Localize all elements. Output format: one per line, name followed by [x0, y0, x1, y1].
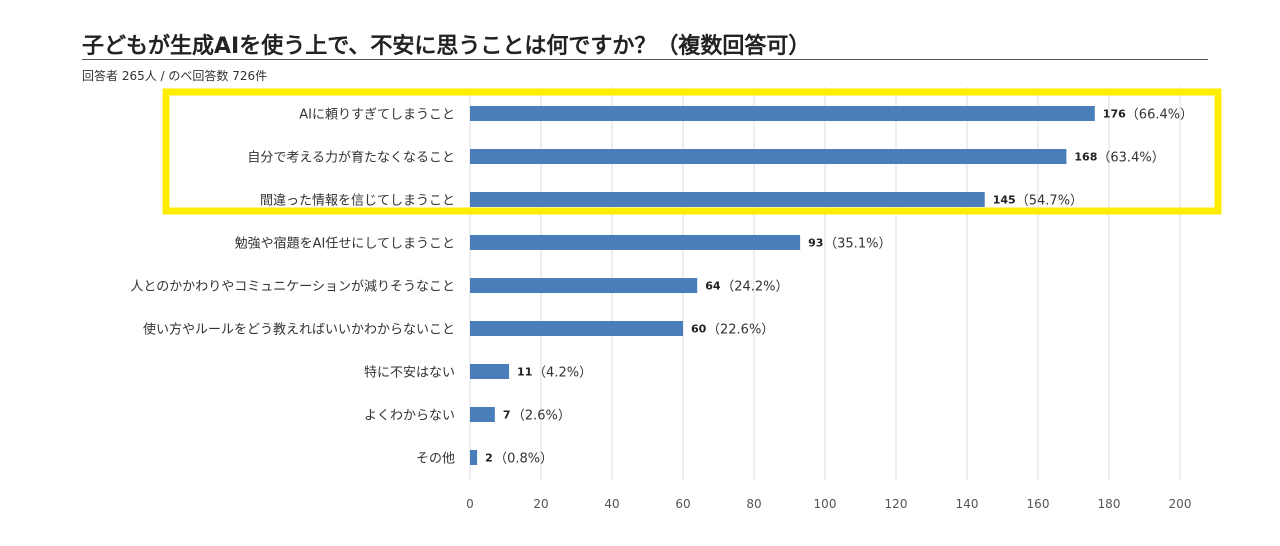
bars [470, 106, 1095, 465]
value-label: 145 [993, 194, 1016, 207]
x-tick-label: 80 [746, 497, 761, 511]
percent-label: （63.4%） [1097, 151, 1164, 166]
x-tick-label: 20 [533, 497, 548, 511]
category-label: 自分で考える力が育たなくなること [247, 150, 455, 166]
category-label: その他 [416, 452, 455, 467]
value-label: 11 [517, 366, 532, 379]
value-label: 176 [1103, 108, 1126, 121]
x-axis-ticks: 0 20 40 60 80 100 120 140 160 180 200 [466, 497, 1191, 511]
percent-label: （0.8%） [494, 452, 553, 467]
x-tick-label: 120 [885, 497, 908, 511]
labels: AIに頼りすぎてしまうこと 176 （66.4%） 自分で考える力が育たなくなること 1… [130, 108, 1193, 467]
category-label: 使い方やルールをどう教えればいいかわからないこと [143, 322, 455, 338]
category-label: 勉強や宿題をAI任せにしてしまうこと [235, 236, 455, 252]
percent-label: （24.2%） [721, 280, 788, 295]
x-tick-label: 160 [1027, 497, 1050, 511]
bar [470, 235, 801, 250]
value-label: 168 [1074, 151, 1097, 164]
percent-label: （66.4%） [1126, 108, 1193, 123]
category-label: よくわからない [364, 409, 455, 424]
bar [470, 149, 1067, 164]
percent-label: （35.1%） [824, 237, 891, 252]
highlight-box [162, 88, 1222, 215]
bar [470, 321, 683, 336]
x-tick-label: 100 [814, 497, 837, 511]
percent-label: （22.6%） [707, 323, 774, 338]
value-label: 93 [808, 237, 823, 250]
bar [470, 450, 478, 465]
category-label: AIに頼りすぎてしまうこと [299, 108, 455, 123]
x-tick-label: 0 [466, 497, 474, 511]
bar [470, 407, 495, 422]
category-label: 特に不安はない [364, 366, 455, 381]
x-tick-label: 140 [956, 497, 979, 511]
chart-subtitle: 回答者 265人 / のべ回答数 726件 [82, 69, 268, 83]
bar [470, 106, 1095, 121]
x-tick-label: 200 [1169, 497, 1192, 511]
percent-label: （54.7%） [1016, 194, 1083, 209]
highlight [162, 88, 1222, 215]
bar [470, 192, 985, 207]
title-underline [82, 59, 1208, 60]
bar [470, 278, 698, 293]
value-label: 7 [503, 409, 511, 422]
value-label: 2 [485, 452, 493, 465]
x-tick-label: 180 [1098, 497, 1121, 511]
bar [470, 364, 510, 379]
value-label: 64 [705, 280, 721, 293]
percent-label: （2.6%） [512, 409, 571, 424]
x-tick-label: 60 [675, 497, 690, 511]
category-label: 人とのかかわりやコミュニケーションが減りそうなこと [130, 279, 455, 295]
percent-label: （4.2%） [533, 366, 592, 381]
chart-title: 子どもが生成AIを使う上で、不安に思うことは何ですか？（複数回答可） [82, 34, 811, 59]
x-tick-label: 40 [604, 497, 619, 511]
category-label: 間違った情報を信じてしまうこと [260, 194, 455, 209]
value-label: 60 [691, 323, 707, 336]
